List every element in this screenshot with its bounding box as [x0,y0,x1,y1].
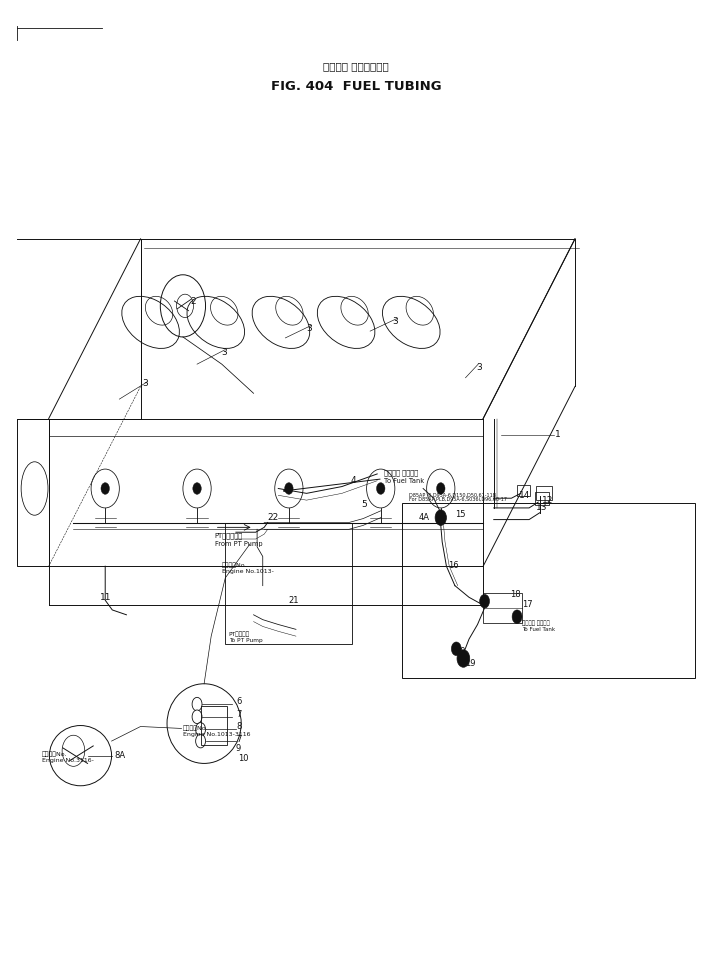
Text: 3: 3 [221,348,228,357]
Bar [517,485,530,496]
Circle shape [435,510,446,526]
Text: 4: 4 [350,476,356,486]
Text: From PT Pump: From PT Pump [215,541,262,547]
Text: 13: 13 [536,503,548,512]
Text: 12: 12 [542,495,553,505]
Text: 3: 3 [393,317,399,326]
Text: 16: 16 [448,561,459,571]
Text: 22: 22 [268,513,279,522]
Text: 8A: 8A [115,751,125,760]
Circle shape [192,710,202,724]
Text: PTポンプへ
To PT Pump: PTポンプへ To PT Pump [229,631,263,643]
Text: 7: 7 [236,735,241,744]
Text: フュエル チューピング: フュエル チューピング [323,61,389,70]
Text: 10: 10 [238,753,248,762]
Text: 11: 11 [100,593,111,602]
Circle shape [451,642,461,656]
Bar [402,503,695,678]
Text: 5: 5 [362,499,367,509]
Bar [535,492,549,505]
Text: PTポンプより: PTポンプより [215,532,243,538]
Text: 18: 18 [510,590,520,599]
Text: 20: 20 [455,647,466,656]
Circle shape [196,723,206,737]
Bar [201,706,227,744]
Text: 6: 6 [236,698,241,706]
Circle shape [457,650,470,667]
Circle shape [193,483,201,494]
Text: フェエル タンクへ
To Fuel Tank: フェエル タンクへ To Fuel Tank [522,620,555,632]
Text: エンジンNo.
Engine No.1013-3116: エンジンNo. Engine No.1013-3116 [183,726,251,738]
Circle shape [285,483,293,494]
Text: For D85AP,PLB,D95A-6,S036i,D96,60-17: For D85AP,PLB,D95A-6,S036i,D96,60-17 [409,497,507,502]
Text: 17: 17 [522,600,533,609]
Text: 2: 2 [190,296,196,306]
Text: 15: 15 [455,510,466,519]
Text: 3: 3 [476,362,482,371]
Circle shape [196,735,206,747]
Text: 3: 3 [142,379,148,388]
Text: 1: 1 [555,430,561,439]
Bar [483,593,522,622]
Text: フュエル タンクへ: フュエル タンクへ [384,469,419,476]
Text: 3: 3 [307,323,313,333]
Circle shape [192,698,202,711]
Text: 7: 7 [236,709,241,719]
Text: 19: 19 [466,659,476,668]
Text: D85AP  6,D95A-6,D150,D50,61-11B: D85AP 6,D95A-6,D150,D50,61-11B [409,493,496,498]
Text: 14: 14 [518,490,530,500]
Text: エンジンNo.
Engine No.3116-: エンジンNo. Engine No.3116- [41,751,93,763]
Text: FIG. 404  FUEL TUBING: FIG. 404 FUEL TUBING [271,80,441,94]
Text: 21: 21 [289,596,299,605]
Circle shape [101,483,110,494]
Text: 9: 9 [236,743,241,753]
Circle shape [480,594,490,608]
Circle shape [377,483,385,494]
Text: エンジンNo.
Engine No.1013-: エンジンNo. Engine No.1013- [221,562,273,574]
Bar [536,486,552,500]
Text: To Fuel Tank: To Fuel Tank [384,478,424,484]
Text: 8: 8 [236,722,241,732]
Text: 4A: 4A [418,513,429,522]
Bar [225,523,352,644]
Circle shape [512,610,522,623]
Circle shape [436,483,445,494]
